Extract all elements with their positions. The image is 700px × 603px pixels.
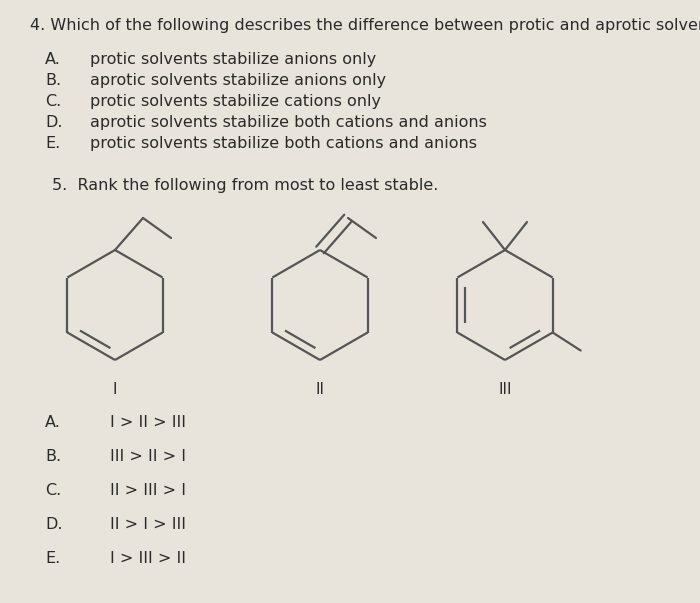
Text: III: III — [498, 382, 512, 397]
Text: C.: C. — [45, 483, 62, 498]
Text: aprotic solvents stabilize anions only: aprotic solvents stabilize anions only — [90, 73, 386, 88]
Text: 5.  Rank the following from most to least stable.: 5. Rank the following from most to least… — [52, 178, 438, 193]
Text: I: I — [113, 382, 118, 397]
Text: A.: A. — [45, 52, 61, 67]
Text: protic solvents stabilize both cations and anions: protic solvents stabilize both cations a… — [90, 136, 477, 151]
Text: E.: E. — [45, 136, 60, 151]
Text: II > III > I: II > III > I — [110, 483, 186, 498]
Text: A.: A. — [45, 415, 61, 430]
Text: II > I > III: II > I > III — [110, 517, 186, 532]
Text: I > III > II: I > III > II — [110, 551, 186, 566]
Text: B.: B. — [45, 73, 61, 88]
Text: C.: C. — [45, 94, 62, 109]
Text: protic solvents stabilize cations only: protic solvents stabilize cations only — [90, 94, 381, 109]
Text: D.: D. — [45, 115, 62, 130]
Text: III > II > I: III > II > I — [110, 449, 186, 464]
Text: aprotic solvents stabilize both cations and anions: aprotic solvents stabilize both cations … — [90, 115, 487, 130]
Text: E.: E. — [45, 551, 60, 566]
Text: D.: D. — [45, 517, 62, 532]
Text: II: II — [316, 382, 325, 397]
Text: protic solvents stabilize anions only: protic solvents stabilize anions only — [90, 52, 377, 67]
Text: B.: B. — [45, 449, 61, 464]
Text: 4. Which of the following describes the difference between protic and aprotic so: 4. Which of the following describes the … — [30, 18, 700, 33]
Text: I > II > III: I > II > III — [110, 415, 186, 430]
